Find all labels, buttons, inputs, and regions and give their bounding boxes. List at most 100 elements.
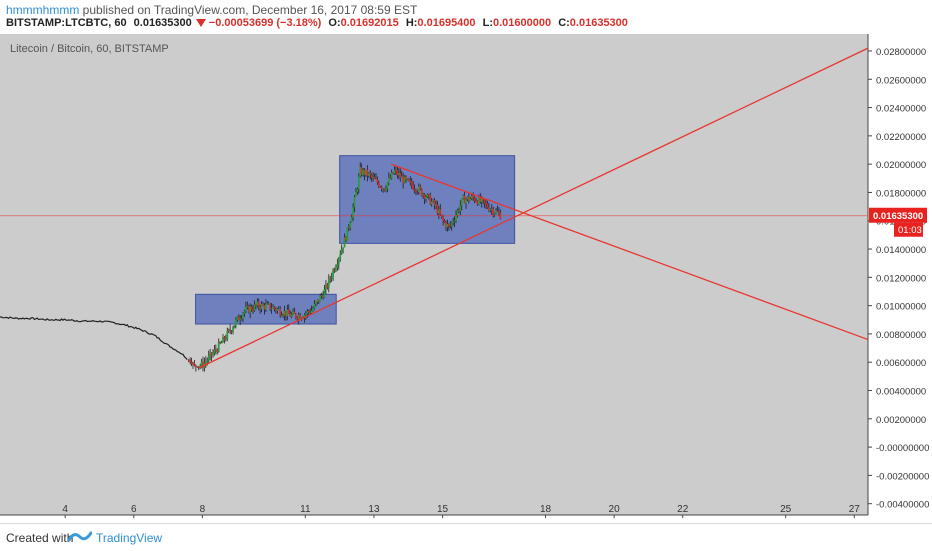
candle-body: [262, 304, 264, 306]
candle-body: [395, 170, 397, 172]
candle-body: [355, 191, 357, 197]
candle-body: [333, 270, 336, 272]
candle-body: [492, 209, 495, 215]
candle-body: [193, 363, 196, 366]
x-tick-label: 6: [131, 504, 137, 515]
candle-body: [226, 331, 229, 339]
candle-body: [427, 194, 430, 196]
candle-body: [379, 186, 382, 188]
candle-body: [460, 198, 463, 206]
candle-body: [200, 361, 203, 367]
candle-body: [417, 186, 420, 192]
candle-body: [470, 196, 473, 199]
time-axis[interactable]: [0, 515, 868, 523]
plot-area[interactable]: [0, 34, 868, 515]
candle-body: [380, 187, 383, 189]
y-tick-label: 0.02800000: [876, 47, 926, 58]
x-tick-label: 13: [368, 504, 380, 515]
candle-body: [224, 338, 227, 340]
candle-body: [192, 363, 194, 365]
candle-body: [305, 313, 307, 315]
countdown-label: 01:03: [898, 225, 922, 236]
symbol-ohlc-bar: BITSTAMP:LTCBTC, 60 0.01635300 −0.0005369…: [6, 17, 628, 29]
candle-body: [449, 225, 452, 227]
candle-body: [322, 295, 324, 298]
low-value: 0.01600000: [493, 17, 552, 29]
candle-body: [204, 361, 207, 363]
candle-body: [217, 342, 220, 352]
candle-body: [242, 313, 244, 319]
candle-body: [362, 169, 364, 175]
tradingview-logo-icon[interactable]: [68, 530, 92, 544]
candle-body: [370, 174, 373, 178]
candle-body: [297, 315, 300, 320]
candle-body: [253, 304, 256, 311]
candle-body: [496, 210, 499, 212]
candle-body: [486, 203, 489, 208]
trendlines: [198, 47, 869, 369]
candle-body: [227, 329, 230, 332]
candle-body: [422, 194, 425, 196]
trendline-2: [390, 163, 869, 341]
candle-body: [196, 366, 199, 368]
candle-body: [279, 308, 282, 316]
candle-body: [403, 176, 406, 183]
candle-body: [426, 194, 429, 198]
candle-body: [276, 309, 279, 311]
candle-body: [409, 180, 412, 182]
candle-body: [372, 176, 375, 178]
candle-body: [393, 170, 396, 174]
y-tick-label: 0.02200000: [876, 132, 926, 143]
candle-body: [493, 213, 496, 215]
candle-body: [349, 222, 352, 228]
candle-body: [389, 177, 392, 179]
candle-body: [342, 247, 344, 250]
created-with-label: Created with: [6, 531, 74, 545]
chart-title: Litecoin / Bitcoin, 60, BITSTAMP: [10, 43, 169, 55]
price-chart[interactable]: Litecoin / Bitcoin, 60, BITSTAMP 0.02800…: [0, 34, 932, 523]
candle-body: [309, 312, 312, 314]
candle-body: [419, 186, 422, 189]
candle-body: [285, 311, 287, 316]
candle-body: [425, 197, 427, 199]
candle-body: [447, 223, 450, 226]
author-link[interactable]: hmmmhmmm: [6, 3, 80, 17]
candle-body: [254, 304, 257, 306]
candle-body: [423, 194, 426, 199]
candle-body: [266, 303, 269, 305]
candle-body: [259, 307, 262, 310]
candle-body: [326, 284, 329, 288]
candle-body: [376, 178, 379, 183]
candle-body: [223, 337, 226, 340]
price-axis[interactable]: [868, 34, 932, 523]
candle-body: [430, 201, 433, 205]
candle-body: [325, 284, 327, 290]
candle-body: [475, 200, 477, 202]
candle-body: [352, 207, 354, 218]
y-tick-label: -0.00400000: [876, 500, 929, 511]
candle-body: [392, 172, 395, 174]
candle-body: [437, 209, 440, 214]
candle-body: [229, 329, 232, 331]
candle-body: [483, 199, 486, 203]
candle-body: [479, 197, 482, 203]
footer: Created with TradingView: [0, 523, 932, 551]
tradingview-brand-link[interactable]: TradingView: [96, 531, 163, 545]
candle-body: [219, 342, 222, 344]
x-tick-label: 25: [780, 504, 792, 515]
y-tick-label: 0.02000000: [876, 160, 926, 171]
down-arrow-icon: [195, 19, 206, 27]
publish-info: hmmmhmmm published on TradingView.com, D…: [6, 3, 417, 17]
candle-body: [270, 308, 273, 310]
price-change: −0.00053699 (−3.18%): [208, 17, 322, 29]
candle-body: [252, 309, 254, 311]
candle-body: [213, 349, 216, 353]
candle-body: [472, 196, 475, 198]
candle-body: [249, 306, 252, 313]
candle-body: [476, 201, 479, 205]
candle-body: [199, 366, 202, 368]
candle-body: [216, 350, 219, 352]
candle-body: [189, 359, 192, 363]
candle-body: [477, 197, 480, 205]
candle-body: [367, 173, 370, 176]
